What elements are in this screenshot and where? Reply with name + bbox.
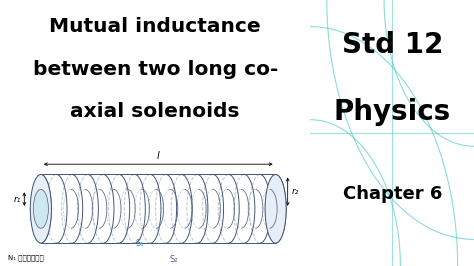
Text: r₁: r₁ (14, 195, 21, 203)
Ellipse shape (33, 189, 48, 228)
Text: axial solenoids: axial solenoids (71, 102, 240, 121)
Text: S₂: S₂ (169, 255, 178, 264)
Text: Std 12: Std 12 (342, 31, 443, 59)
Text: Chapter 6: Chapter 6 (343, 185, 442, 203)
Ellipse shape (30, 174, 51, 243)
Text: Physics: Physics (334, 98, 451, 126)
Text: l: l (157, 151, 160, 161)
Text: N₁ વળાંકો: N₁ વળાંકો (8, 255, 44, 261)
Text: r₂: r₂ (292, 187, 300, 196)
Text: Mutual inductance: Mutual inductance (49, 17, 261, 36)
Text: S₁: S₁ (136, 239, 145, 248)
Ellipse shape (265, 174, 286, 243)
Text: between two long co-: between two long co- (33, 60, 278, 79)
